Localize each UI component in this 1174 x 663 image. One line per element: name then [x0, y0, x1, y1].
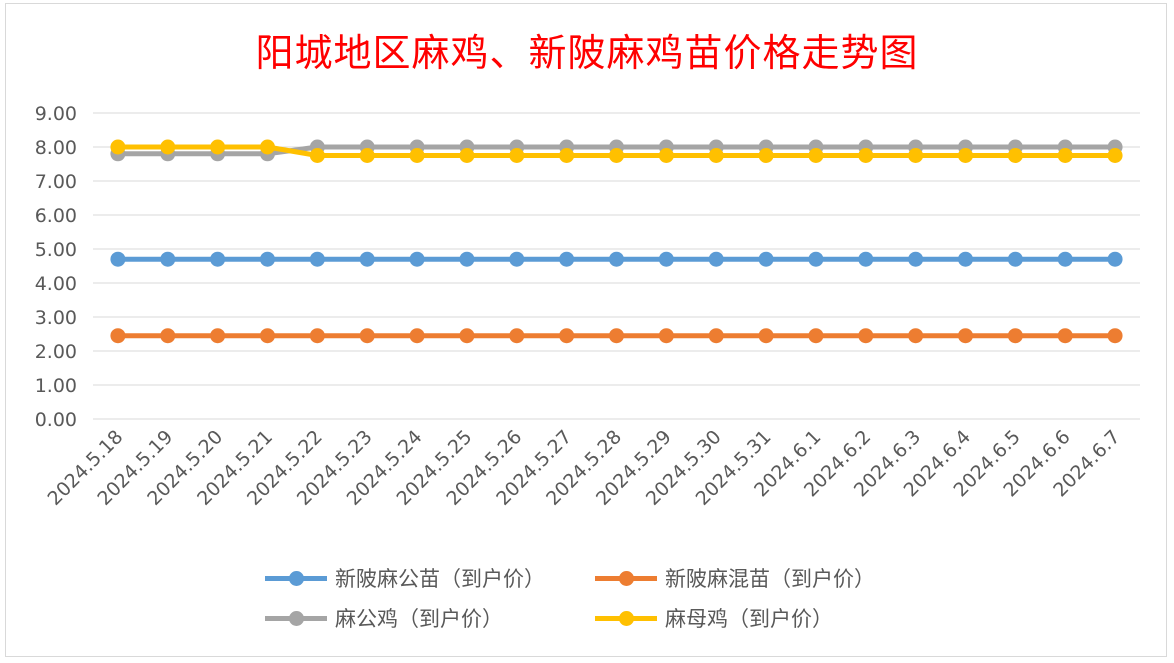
legend-item-series-1[interactable]: 新陂麻公苗（到户价） [265, 560, 545, 596]
data-point [658, 148, 674, 163]
data-point [758, 251, 774, 267]
y-tick-label: 5.00 [35, 239, 77, 261]
legend-marker-series-1 [289, 571, 304, 586]
data-point [559, 148, 575, 163]
data-point [409, 148, 425, 163]
series-1 [110, 251, 1123, 267]
data-point [359, 148, 375, 163]
data-point [1007, 328, 1023, 344]
legend-label-series-1: 新陂麻公苗（到户价） [335, 567, 545, 591]
legend-label-series-3: 麻公鸡（到户价） [335, 607, 503, 631]
series-2 [110, 328, 1123, 344]
data-point [309, 251, 325, 267]
data-point [559, 251, 575, 267]
data-point [160, 251, 176, 267]
data-point [758, 328, 774, 344]
y-axis-ticks: 0.00 1.00 2.00 3.00 4.00 5.00 6.00 7.00 8.00 9.00 [35, 103, 77, 431]
chart-frame [5, 3, 1167, 657]
data-point [559, 328, 575, 344]
data-point [958, 251, 973, 267]
data-point [1107, 251, 1123, 267]
data-point [509, 251, 525, 267]
data-point [509, 148, 525, 163]
data-point [359, 251, 375, 267]
legend-swatch-series-1 [265, 568, 327, 588]
legend-swatch-series-4 [595, 608, 657, 628]
data-point [509, 328, 525, 344]
data-point [658, 251, 674, 267]
data-point [958, 328, 973, 344]
data-point [908, 148, 924, 163]
data-point [260, 251, 275, 267]
data-point [609, 251, 624, 267]
y-tick-label: 1.00 [35, 375, 77, 397]
data-point [409, 328, 425, 344]
data-point [858, 328, 874, 344]
data-point [958, 148, 973, 163]
legend-label-series-4: 麻母鸡（到户价） [665, 607, 833, 631]
data-point [309, 148, 325, 163]
y-tick-label: 7.00 [35, 171, 77, 193]
gridlines [93, 112, 1140, 420]
data-point [758, 148, 774, 163]
data-point [210, 328, 226, 344]
data-point [260, 328, 275, 344]
data-point [1007, 148, 1023, 163]
legend-marker-series-2 [619, 571, 634, 586]
data-point [858, 251, 874, 267]
series-lines [110, 139, 1123, 344]
legend-swatch-series-2 [595, 568, 657, 588]
data-point [1107, 148, 1123, 163]
data-point [210, 251, 226, 267]
data-point [908, 251, 924, 267]
data-point [210, 139, 226, 155]
data-point [409, 251, 425, 267]
legend-swatch-series-3 [265, 608, 327, 628]
data-point [459, 251, 475, 267]
data-point [110, 251, 126, 267]
data-point [160, 328, 176, 344]
x-axis-ticks: 2024.5.182024.5.192024.5.202024.5.212024… [44, 426, 1125, 510]
data-point [708, 251, 724, 267]
y-tick-label: 4.00 [35, 273, 77, 295]
data-point [459, 148, 475, 163]
data-point [609, 148, 624, 163]
data-point [1107, 328, 1123, 344]
y-tick-label: 0.00 [35, 409, 77, 431]
y-tick-label: 9.00 [35, 103, 77, 125]
data-point [1057, 251, 1073, 267]
data-point [808, 328, 824, 344]
legend-marker-series-4 [619, 611, 634, 626]
y-tick-label: 3.00 [35, 307, 77, 329]
data-point [1057, 148, 1073, 163]
data-point [309, 328, 325, 344]
data-point [260, 139, 275, 155]
series-4 [110, 139, 1123, 163]
data-point [110, 328, 126, 344]
legend-item-series-4[interactable]: 麻母鸡（到户价） [595, 600, 833, 636]
data-point [609, 328, 624, 344]
data-point [708, 148, 724, 163]
data-point [858, 148, 874, 163]
data-point [708, 328, 724, 344]
data-point [808, 251, 824, 267]
y-tick-label: 8.00 [35, 137, 77, 159]
data-point [908, 328, 924, 344]
y-tick-label: 6.00 [35, 205, 77, 227]
data-point [1007, 251, 1023, 267]
legend-marker-series-3 [289, 611, 304, 626]
chart-title: 阳城地区麻鸡、新陂麻鸡苗价格走势图 [255, 31, 919, 75]
data-point [658, 328, 674, 344]
legend-item-series-2[interactable]: 新陂麻混苗（到户价） [595, 560, 875, 596]
data-point [359, 328, 375, 344]
data-point [160, 139, 176, 155]
data-point [808, 148, 824, 163]
y-tick-label: 2.00 [35, 341, 77, 363]
legend-item-series-3[interactable]: 麻公鸡（到户价） [265, 600, 503, 636]
data-point [110, 139, 126, 155]
data-point [459, 328, 475, 344]
legend-label-series-2: 新陂麻混苗（到户价） [665, 567, 875, 591]
data-point [1057, 328, 1073, 344]
